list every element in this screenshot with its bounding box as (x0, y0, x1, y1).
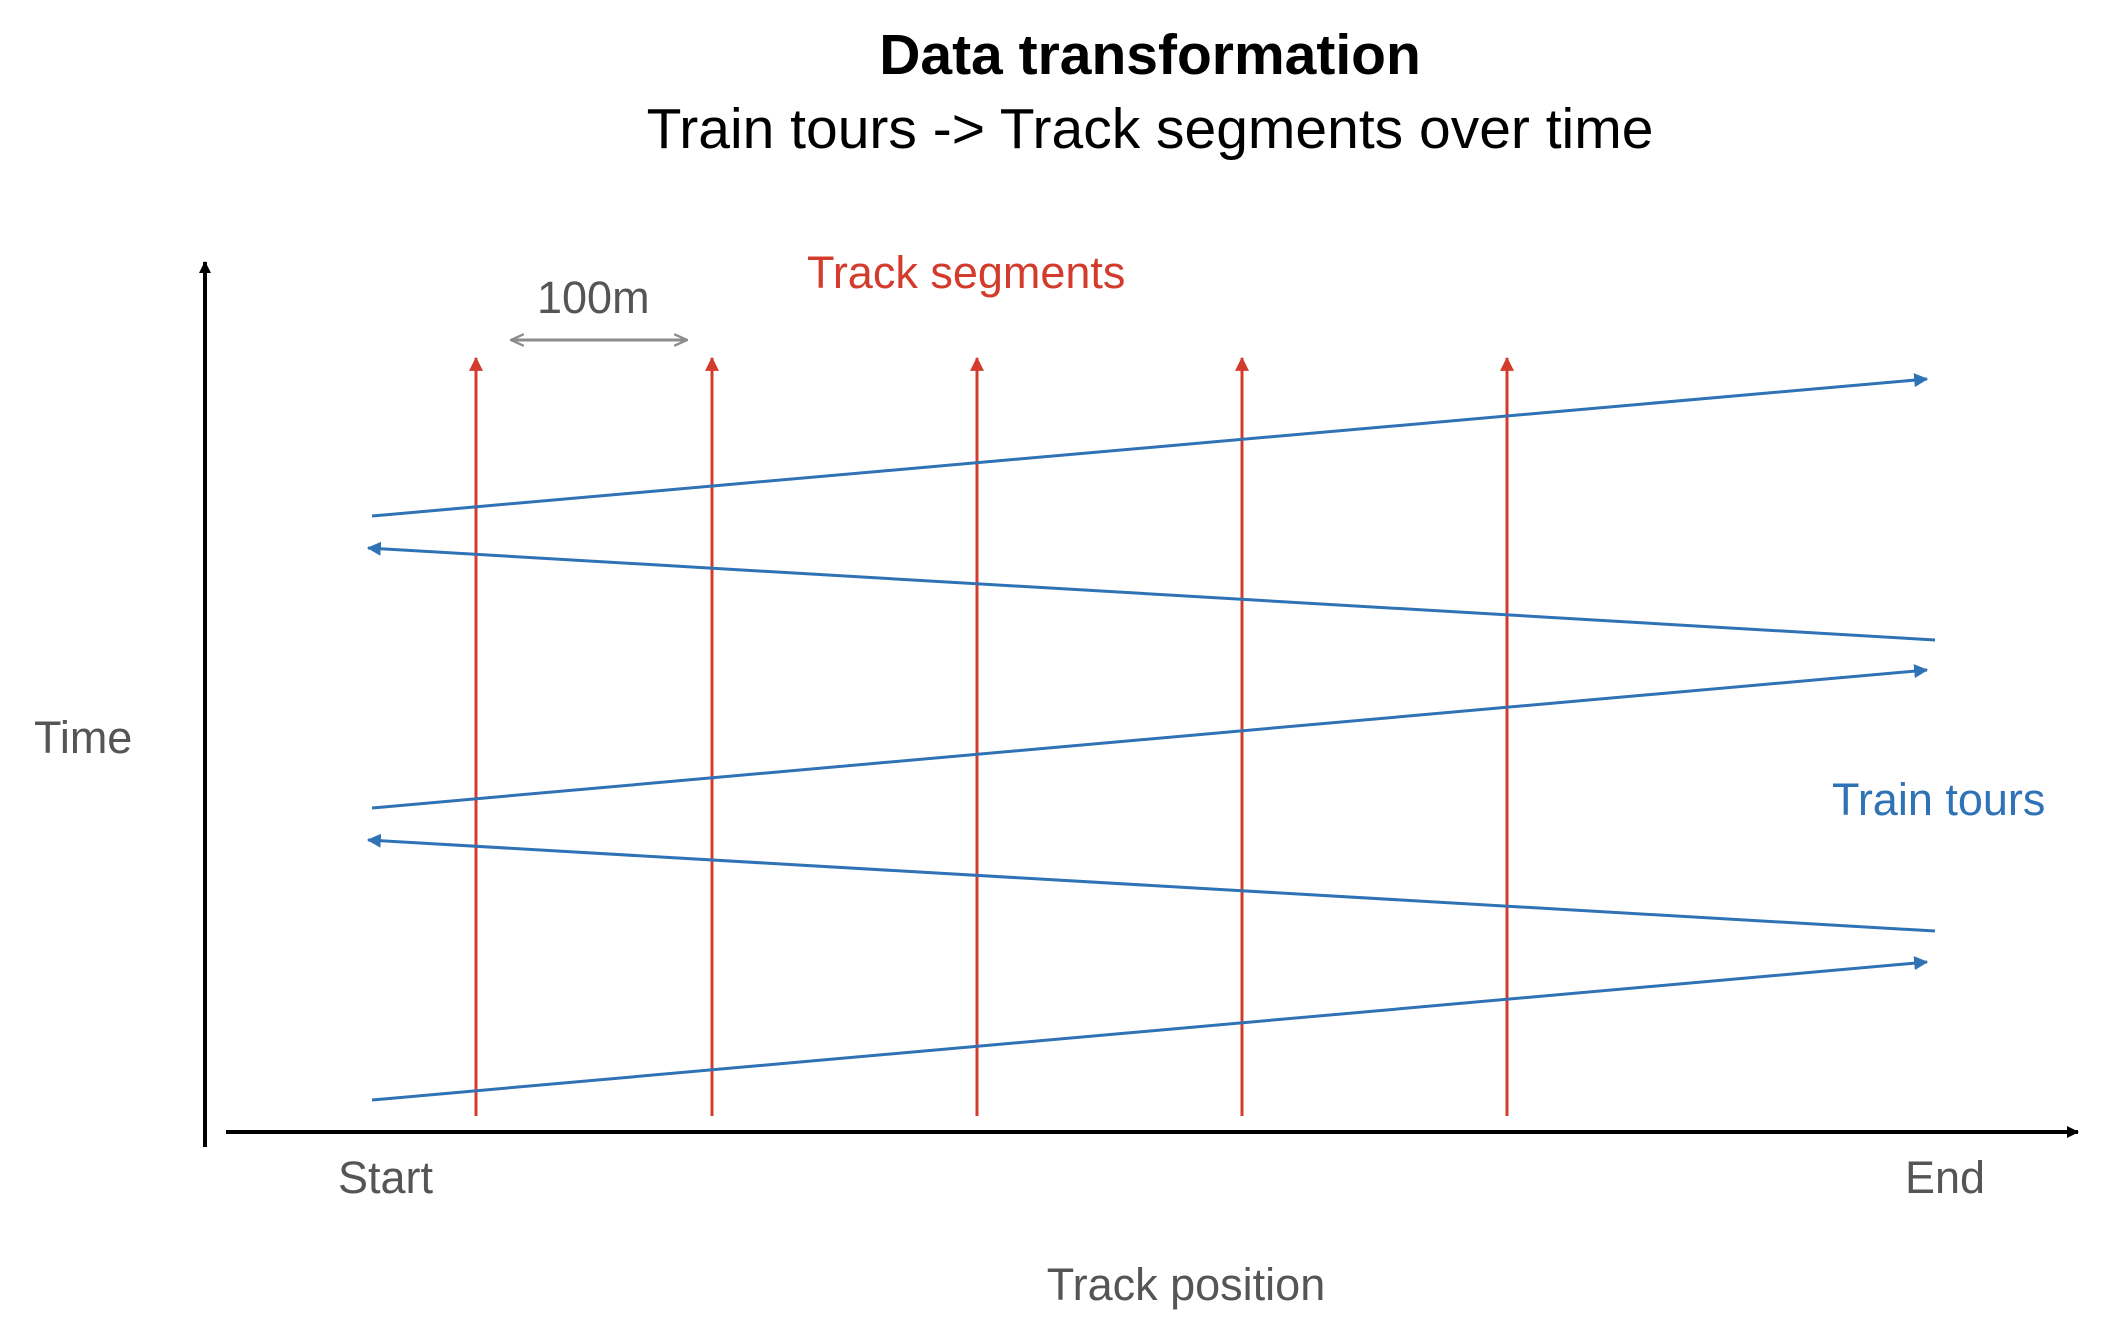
diagram-subtitle: Train tours -> Track segments over time (647, 97, 1654, 161)
train-tour-3-forward (371, 664, 1929, 810)
x-axis-start-label: Start (338, 1152, 434, 1203)
train-tour-1-forward (371, 956, 1929, 1102)
diagram-title: Data transformation (879, 23, 1421, 87)
x-axis-label: Track position (1047, 1259, 1325, 1310)
train-tour-4-backward (366, 541, 1936, 642)
x-axis-end-label: End (1905, 1152, 1985, 1203)
segment-spacing-label: 100m (537, 272, 650, 323)
train-tours-label: Train tours (1832, 774, 2045, 825)
y-axis-label: Time (34, 712, 132, 763)
train-tour-2-backward (366, 833, 1936, 933)
track-segments-label: Track segments (807, 247, 1125, 298)
train-tour-5-forward (371, 373, 1929, 518)
